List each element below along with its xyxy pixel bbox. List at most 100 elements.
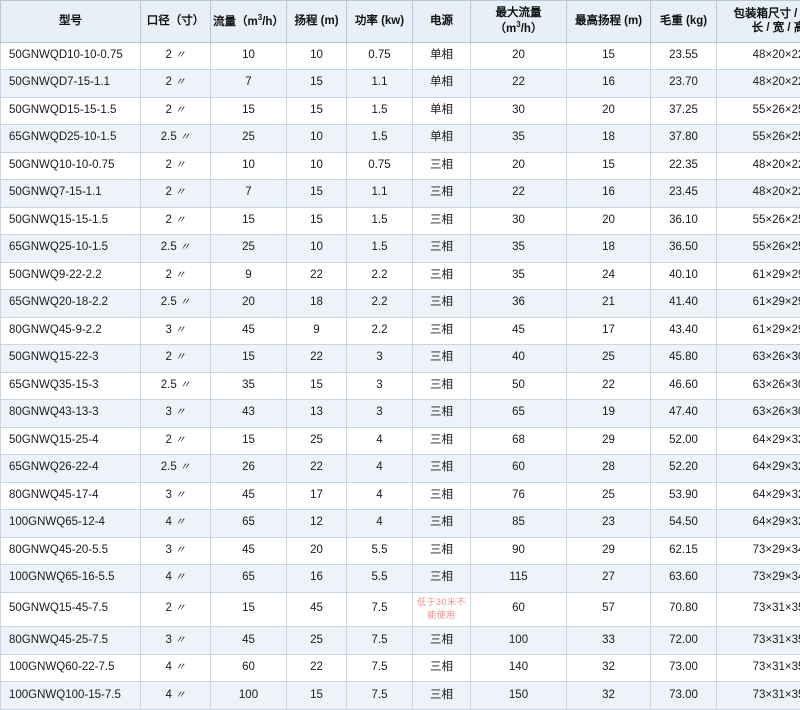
cell-carton: 73×31×35 [717,592,800,627]
cell-flow: 43 [211,400,287,428]
cell-power: 0.75 [347,42,413,70]
cell-supply: 三相 [413,682,471,710]
cell-weight: 72.00 [651,627,717,655]
cell-head: 10 [287,125,347,153]
cell-maxhead: 27 [567,565,651,593]
cell-bore: 2〃 [141,42,211,70]
cell-model: 80GNWQ45-17-4 [1,482,141,510]
cell-supply: 三相 [413,180,471,208]
cell-supply: 单相 [413,125,471,153]
cell-weight: 36.10 [651,207,717,235]
column-header-power: 功率 (kw) [347,1,413,43]
cell-bore: 2.5〃 [141,235,211,263]
cell-supply: 低于30米不能使用 [413,592,471,627]
inch-mark: 〃 [172,214,186,226]
cell-power: 3 [347,345,413,373]
cell-head: 22 [287,345,347,373]
cell-model: 50GNWQ15-45-7.5 [1,592,141,627]
cell-head: 45 [287,592,347,627]
cell-maxhead: 21 [567,290,651,318]
cell-supply: 三相 [413,565,471,593]
cell-maxflow: 150 [471,682,567,710]
cell-supply: 三相 [413,482,471,510]
cell-weight: 46.60 [651,372,717,400]
superscript-3: 3 [258,13,262,22]
cell-maxflow: 140 [471,654,567,682]
cell-flow: 35 [211,372,287,400]
cell-carton: 73×29×34 [717,565,800,593]
cell-power: 7.5 [347,682,413,710]
cell-flow: 25 [211,125,287,153]
cell-maxhead: 25 [567,345,651,373]
cell-carton: 73×31×35 [717,682,800,710]
cell-weight: 41.40 [651,290,717,318]
cell-bore: 2〃 [141,427,211,455]
cell-bore: 3〃 [141,627,211,655]
cell-power: 2.2 [347,317,413,345]
cell-flow: 10 [211,152,287,180]
cell-model: 65GNWQ20-18-2.2 [1,290,141,318]
cell-maxhead: 28 [567,455,651,483]
cell-maxflow: 76 [471,482,567,510]
cell-maxhead: 17 [567,317,651,345]
cell-head: 15 [287,372,347,400]
cell-model: 50GNWQD7-15-1.1 [1,70,141,98]
column-header-maxhead: 最高扬程 (m) [567,1,651,43]
cell-carton: 48×20×22 [717,70,800,98]
cell-bore: 2.5〃 [141,290,211,318]
cell-model: 50GNWQ10-10-0.75 [1,152,141,180]
inch-mark: 〃 [172,76,186,88]
cell-bore: 2.5〃 [141,455,211,483]
inch-mark: 〃 [177,379,191,391]
cell-maxhead: 16 [567,70,651,98]
cell-carton: 48×20×22 [717,42,800,70]
cell-weight: 23.55 [651,42,717,70]
cell-supply: 三相 [413,427,471,455]
cell-power: 1.1 [347,180,413,208]
cell-head: 10 [287,152,347,180]
cell-maxhead: 29 [567,537,651,565]
cell-supply: 三相 [413,372,471,400]
cell-maxflow: 85 [471,510,567,538]
cell-carton: 55×26×25 [717,125,800,153]
cell-power: 7.5 [347,592,413,627]
cell-maxflow: 50 [471,372,567,400]
cell-head: 25 [287,427,347,455]
cell-head: 18 [287,290,347,318]
cell-maxflow: 20 [471,42,567,70]
cell-maxhead: 16 [567,180,651,208]
inch-mark: 〃 [172,104,186,116]
column-header-maxflow: 最大流量（m3/h） [471,1,567,43]
cell-head: 17 [287,482,347,510]
cell-weight: 53.90 [651,482,717,510]
cell-weight: 22.35 [651,152,717,180]
inch-mark: 〃 [177,131,191,143]
cell-model: 80GNWQ45-9-2.2 [1,317,141,345]
cell-power: 0.75 [347,152,413,180]
cell-model: 100GNWQ60-22-7.5 [1,654,141,682]
column-header-model: 型号 [1,1,141,43]
cell-maxhead: 15 [567,42,651,70]
cell-supply: 单相 [413,42,471,70]
cell-maxflow: 40 [471,345,567,373]
cell-head: 12 [287,510,347,538]
cell-power: 3 [347,400,413,428]
cell-supply: 三相 [413,235,471,263]
cell-flow: 15 [211,592,287,627]
table-header: 型号口径（寸）流量（m3/h）扬程 (m)功率 (kw)电源最大流量（m3/h）… [1,1,800,43]
cell-weight: 47.40 [651,400,717,428]
cell-flow: 65 [211,565,287,593]
inch-mark: 〃 [172,269,186,281]
cell-bore: 3〃 [141,482,211,510]
cell-head: 9 [287,317,347,345]
